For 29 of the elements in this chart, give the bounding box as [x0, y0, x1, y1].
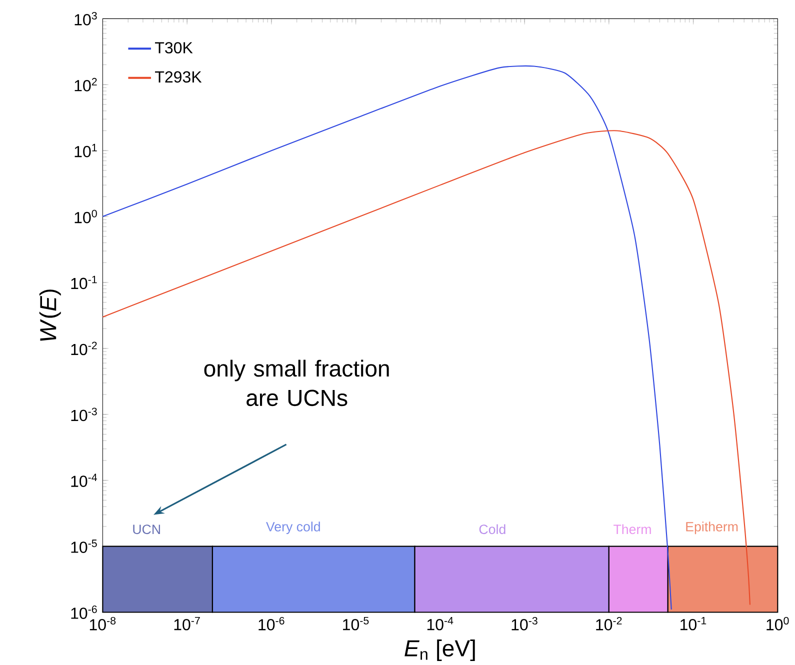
y-tick-label: 10$^{-6}$ [71, 605, 97, 619]
band-label: Cold [479, 524, 506, 534]
y-tick-label: 10$^{-3}$ [71, 407, 97, 421]
y-tick-label: 10$^{-2}$ [71, 342, 97, 355]
x-tick-label: 10$^{0}$ [766, 616, 789, 630]
y-tick-label: 10$^{0}$ [74, 210, 97, 223]
x-axis-title: E$_{n}$ [eV] [404, 639, 475, 661]
x-tick-label: 10$^{-1}$ [680, 616, 706, 630]
annotation: only small fraction are UCNs [204, 360, 389, 406]
band-label: Epitherm [686, 521, 738, 534]
x-tick-label: 10$^{-7}$ [174, 616, 200, 630]
x-tick-label: 10$^{-3}$ [512, 616, 538, 630]
x-tick-label: 10$^{-5}$ [343, 616, 369, 630]
band-label: Therm [614, 524, 651, 534]
y-axis-title: W(E) [39, 289, 61, 340]
legend-label: T293K [155, 71, 202, 82]
y-tick-label: 10$^{1}$ [74, 144, 97, 157]
y-tick-label: 10$^{-1}$ [71, 276, 97, 289]
y-tick-label: 10$^{-5}$ [71, 539, 97, 553]
y-tick-label: 10$^{-4}$ [71, 473, 98, 487]
band-label: Very cold [266, 521, 320, 534]
x-tick-label: 10$^{-6}$ [258, 616, 284, 630]
legend-label: T30K [155, 42, 193, 54]
band-label: UCN [133, 524, 160, 534]
x-tick-label: 10$^{-2}$ [596, 616, 622, 630]
y-tick-label: 10$^{2}$ [74, 78, 97, 92]
x-tick-label: 10$^{-4}$ [427, 616, 454, 630]
x-tick-label: 10$^{-8}$ [90, 616, 116, 630]
y-tick-label: 10$^{3}$ [74, 12, 97, 26]
